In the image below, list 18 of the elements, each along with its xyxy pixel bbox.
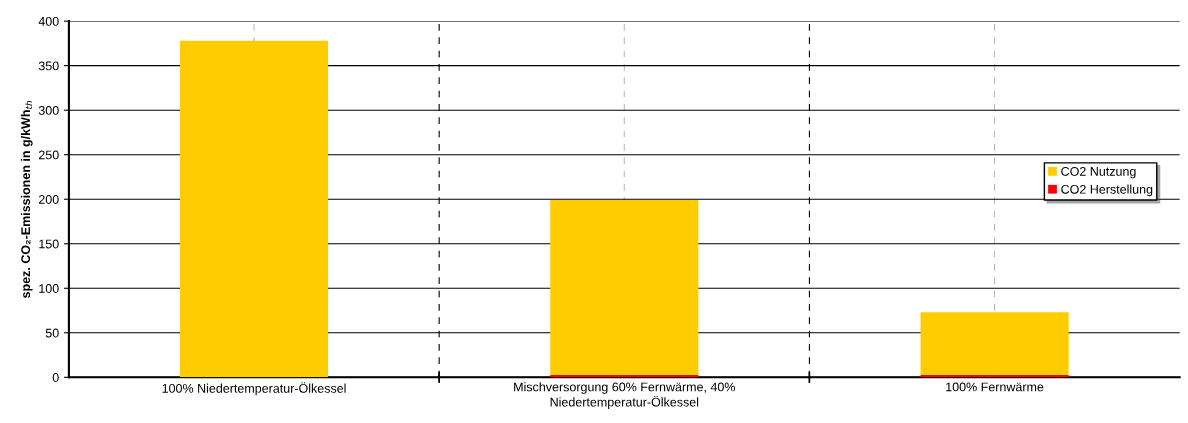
y-tick-label: 300 <box>38 105 59 115</box>
bar <box>179 40 329 378</box>
x-tick-label: 100% Niedertemperatur-Ölkessel <box>162 382 346 396</box>
y-tick-label: 400 <box>38 16 59 26</box>
x-tick-label: Mischversorgung 60% Fernwärme, 40% Niedertemperatur-Ölkessel <box>514 382 736 409</box>
x-tick-label: 100% Fernwärme <box>946 382 1044 392</box>
legend-label: CO2 Nutzung <box>1061 166 1136 179</box>
bar <box>920 312 1069 375</box>
y-tick-label: 0 <box>52 373 59 382</box>
y-tick-label: 100 <box>39 284 59 293</box>
y-axis-title: spez. CO₂-Emissionen in g/kWh$_{th}$ <box>20 101 33 298</box>
y-tick-label: 250 <box>38 150 59 160</box>
y-tick-label: 150 <box>39 239 59 249</box>
bar <box>550 200 699 375</box>
y-tick-label: 200 <box>38 195 59 204</box>
y-tick-label: 350 <box>38 61 59 71</box>
legend-label: CO2 Herstellung <box>1061 184 1153 197</box>
y-tick-label: 50 <box>45 328 59 338</box>
